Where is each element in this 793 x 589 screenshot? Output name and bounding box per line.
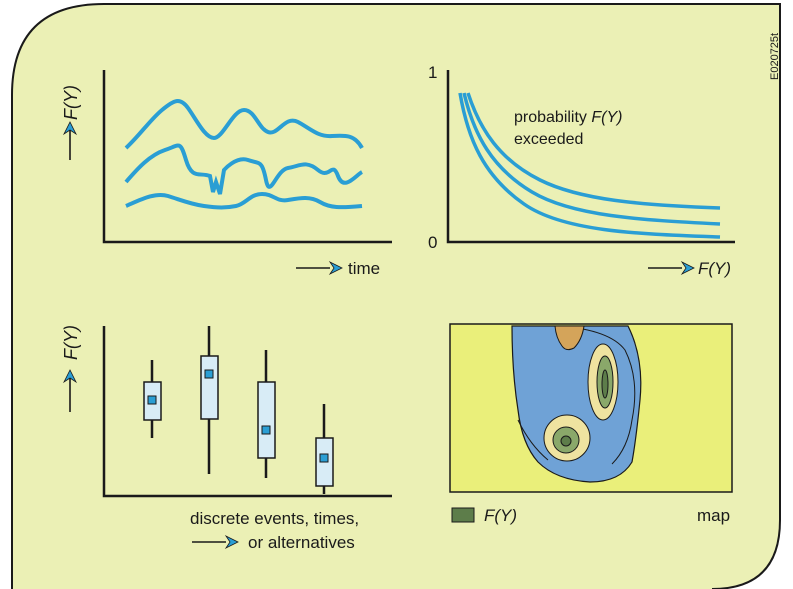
map-orange-region bbox=[554, 325, 585, 351]
timeseries-ylabel: F(Y) bbox=[61, 85, 81, 120]
timeseries-axes bbox=[102, 70, 392, 244]
map-caption: map bbox=[697, 506, 730, 525]
exceedance-curve-upper bbox=[466, 92, 721, 210]
boxplot-panel: F(Y) discrete events, times, bbox=[61, 325, 392, 552]
exceedance-axes bbox=[446, 70, 735, 244]
exceedance-annotation-line1: probability F(Y) bbox=[514, 109, 622, 126]
timeseries-curve-bottom bbox=[125, 191, 363, 210]
map-hotspot-lower-inner bbox=[560, 435, 572, 447]
boxplot-2 bbox=[200, 326, 219, 474]
exceedance-panel: 1 0 probability F(Y) exceeded F(Y) bbox=[428, 63, 735, 278]
map-panel: F(Y) map bbox=[449, 323, 733, 525]
map-legend-swatch bbox=[451, 507, 475, 523]
exceedance-ytick-1: 1 bbox=[428, 63, 437, 82]
boxplot-xlabel-line2: or alternatives bbox=[248, 533, 355, 552]
right-arrow-icon bbox=[296, 260, 343, 276]
boxplot-4 bbox=[315, 404, 334, 494]
boxplot-ylabel: F(Y) bbox=[61, 325, 81, 360]
map-legend-label: F(Y) bbox=[484, 506, 517, 525]
figure-code: E020725t bbox=[769, 33, 781, 80]
right-arrow-icon bbox=[192, 534, 239, 550]
boxplot-1 bbox=[143, 360, 162, 438]
panel-background bbox=[11, 3, 781, 589]
exceedance-ytick-0: 0 bbox=[428, 233, 437, 252]
map-inner-boundary bbox=[559, 325, 636, 465]
exceedance-curve-lower bbox=[458, 92, 721, 239]
map-inner-boundary-2 bbox=[517, 419, 549, 461]
timeseries-curve-middle bbox=[124, 143, 364, 195]
exceedance-annotation-line2: exceeded bbox=[514, 131, 583, 148]
up-arrow-icon bbox=[62, 121, 78, 160]
map-hotspot-upper-inner bbox=[601, 369, 609, 399]
boxplot-xlabel-line1: discrete events, times, bbox=[190, 509, 359, 528]
exceedance-xlabel: F(Y) bbox=[698, 259, 731, 278]
up-arrow-icon bbox=[62, 369, 78, 412]
timeseries-xlabel: time bbox=[348, 259, 380, 278]
right-arrow-icon bbox=[648, 260, 695, 276]
exceedance-curve-middle bbox=[462, 92, 721, 226]
timeseries-panel: F(Y) time bbox=[61, 70, 392, 278]
boxplot-axes bbox=[102, 326, 392, 498]
boxplot-3 bbox=[257, 350, 276, 478]
timeseries-curve-top bbox=[124, 99, 364, 150]
